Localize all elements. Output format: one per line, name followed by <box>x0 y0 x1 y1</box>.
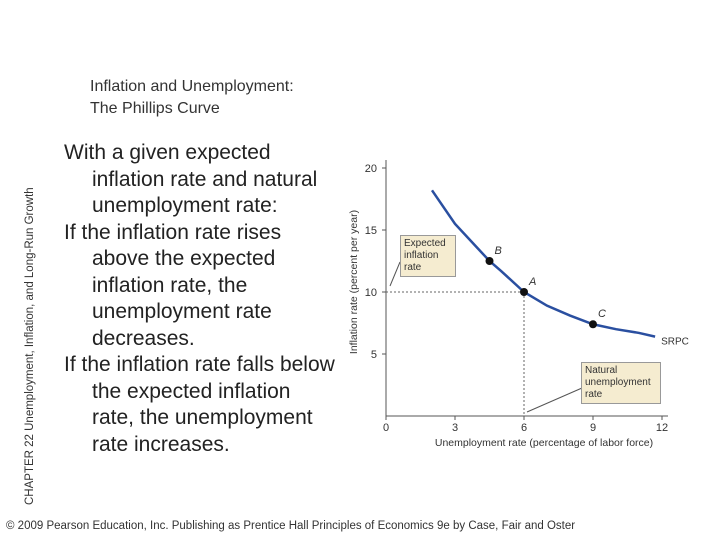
y-tick-label: 10 <box>365 287 377 299</box>
x-tick-label: 3 <box>452 422 458 434</box>
curve <box>430 189 656 338</box>
y-tick-label: 20 <box>365 163 377 175</box>
series-label: SRPC <box>661 337 689 348</box>
x-tick-label: 12 <box>656 422 668 434</box>
footer: © 2009 Pearson Education, Inc. Publishin… <box>6 520 576 532</box>
title-line: The Phillips Curve <box>90 100 220 117</box>
x-axis-title: Unemployment rate (percentage of labor f… <box>435 437 653 449</box>
paragraph: If the inflation rate falls below the ex… <box>64 353 335 456</box>
callout: Natural unemployment rate <box>581 362 661 404</box>
callout: Expected inflation rate <box>400 235 456 277</box>
leader <box>526 387 583 413</box>
y-tick-label: 5 <box>371 349 377 361</box>
point-label: B <box>495 245 502 257</box>
x-tick-label: 6 <box>521 422 527 434</box>
title-line: Inflation and Unemployment: <box>90 78 294 95</box>
body-text: With a given expected inflation rate and… <box>64 140 336 458</box>
slide-title: Inflation and Unemployment: The Phillips… <box>90 76 294 120</box>
point <box>485 257 494 265</box>
point <box>589 320 597 329</box>
y-tick-label: 15 <box>365 225 377 237</box>
paragraph: If the inflation rate rises above the ex… <box>64 220 282 350</box>
x-tick-label: 0 <box>383 422 389 434</box>
chapter-label: CHAPTER 22 Unemployment, Inflation, and … <box>24 187 36 505</box>
point-label: C <box>598 308 606 320</box>
leader <box>389 261 401 287</box>
point-label: A <box>528 276 536 288</box>
paragraph: With a given expected inflation rate and… <box>64 141 318 217</box>
point <box>520 288 528 296</box>
y-axis-title: Inflation rate (percent per year) <box>348 210 360 354</box>
x-tick-label: 9 <box>590 422 596 434</box>
